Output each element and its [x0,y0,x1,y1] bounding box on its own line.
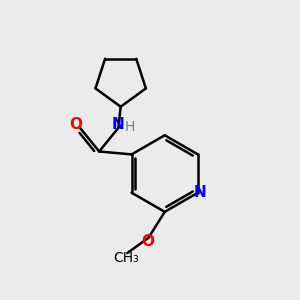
Text: O: O [69,117,82,132]
Text: CH₃: CH₃ [113,251,139,266]
Text: N: N [193,185,206,200]
Text: N: N [112,117,125,132]
Text: H: H [124,120,135,134]
Text: O: O [141,234,154,249]
